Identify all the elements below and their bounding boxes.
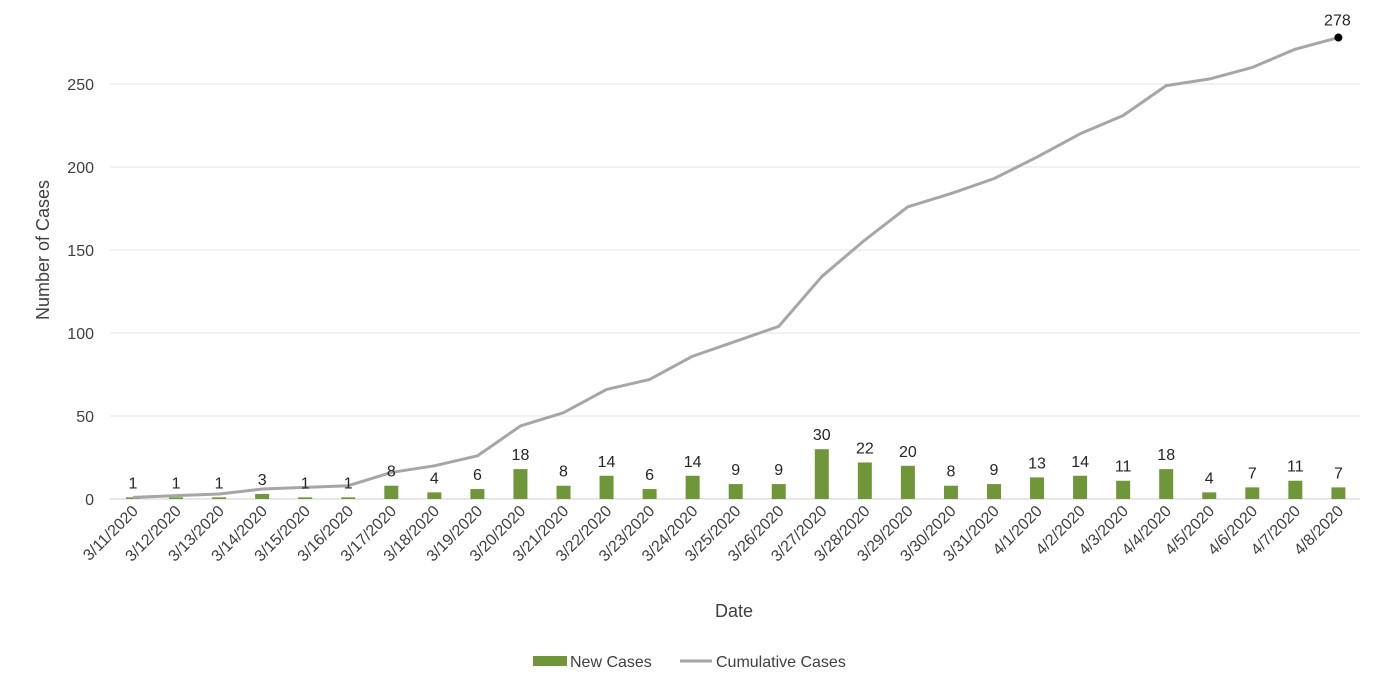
bar-new-cases bbox=[255, 494, 270, 499]
y-tick-label: 100 bbox=[67, 326, 94, 343]
bar-new-cases bbox=[298, 497, 313, 499]
y-tick-label: 50 bbox=[76, 409, 94, 426]
bar-data-label: 6 bbox=[473, 467, 482, 484]
bar-data-label: 14 bbox=[1071, 454, 1089, 471]
bar-data-label: 1 bbox=[215, 475, 224, 492]
bar-new-cases bbox=[341, 497, 356, 499]
y-tick-label: 200 bbox=[67, 160, 94, 177]
bar-data-label: 1 bbox=[344, 475, 353, 492]
bar-data-label: 30 bbox=[813, 427, 831, 444]
bar-data-label: 8 bbox=[387, 464, 396, 481]
gridlines bbox=[110, 83, 1360, 500]
bar-new-cases bbox=[1073, 475, 1088, 499]
bar-new-cases bbox=[1030, 477, 1045, 499]
bar-data-label: 3 bbox=[258, 472, 267, 489]
bar-new-cases bbox=[1288, 480, 1303, 499]
bar-data-label: 7 bbox=[1334, 465, 1343, 482]
x-axis-ticks: 3/11/20203/12/20203/13/20203/14/20203/15… bbox=[80, 503, 1347, 565]
bar-new-cases bbox=[169, 497, 184, 499]
bar-new-cases bbox=[987, 484, 1001, 499]
bar-data-label: 18 bbox=[512, 447, 530, 464]
bar-new-cases bbox=[1245, 487, 1260, 499]
y-tick-label: 0 bbox=[85, 492, 94, 509]
bar-data-label: 9 bbox=[731, 462, 740, 479]
bar-new-cases bbox=[427, 492, 442, 499]
legend-swatch-new-cases bbox=[533, 656, 567, 666]
bar-new-cases bbox=[513, 469, 528, 499]
bar-new-cases bbox=[556, 485, 571, 499]
y-axis-title: Number of Cases bbox=[33, 180, 53, 320]
x-axis-title: Date bbox=[715, 601, 753, 621]
bar-data-label: 4 bbox=[430, 470, 439, 487]
bar-data-label: 9 bbox=[990, 462, 999, 479]
bar-data-label: 8 bbox=[559, 464, 568, 481]
bar-data-label: 1 bbox=[129, 475, 138, 492]
bar-new-cases bbox=[470, 489, 485, 499]
bar-new-cases bbox=[1331, 487, 1346, 499]
bar-new-cases bbox=[1159, 469, 1174, 499]
legend-label-cumulative-cases: Cumulative Cases bbox=[716, 654, 846, 671]
bar-data-label: 20 bbox=[899, 444, 917, 461]
bar-data-label: 6 bbox=[645, 467, 654, 484]
bar-data-label: 11 bbox=[1115, 459, 1132, 476]
y-tick-label: 150 bbox=[67, 243, 94, 260]
bar-data-label: 14 bbox=[684, 454, 702, 471]
bar-new-cases bbox=[384, 485, 399, 499]
y-axis-ticks: 0 50 100 150 200 250 bbox=[67, 77, 94, 509]
bar-new-cases bbox=[943, 485, 958, 499]
bar-new-cases bbox=[857, 462, 872, 499]
bar-data-label: 4 bbox=[1205, 470, 1214, 487]
bar-new-cases bbox=[900, 465, 915, 499]
y-tick-label: 250 bbox=[67, 77, 94, 94]
bar-data-label: 13 bbox=[1028, 455, 1046, 472]
new-cases-bars bbox=[126, 449, 1346, 499]
bar-data-label: 1 bbox=[172, 475, 181, 492]
bar-new-cases bbox=[1202, 492, 1217, 499]
bar-new-cases bbox=[1116, 480, 1131, 499]
cumulative-cases-line bbox=[132, 36, 1339, 499]
bar-data-label: 11 bbox=[1287, 459, 1304, 476]
cumulative-end-marker bbox=[1334, 33, 1343, 42]
bar-data-label: 8 bbox=[946, 464, 955, 481]
bar-data-label: 14 bbox=[598, 454, 616, 471]
bar-new-cases bbox=[771, 484, 786, 499]
cumulative-cases-line-group bbox=[132, 33, 1343, 499]
bar-data-label: 9 bbox=[774, 462, 783, 479]
bar-new-cases bbox=[642, 489, 657, 499]
bar-data-label: 18 bbox=[1157, 447, 1175, 464]
bar-new-cases bbox=[814, 449, 829, 499]
bar-new-cases bbox=[599, 475, 614, 499]
bar-new-cases bbox=[212, 497, 227, 499]
legend: New Cases Cumulative Cases bbox=[533, 654, 846, 671]
bar-data-label: 22 bbox=[856, 440, 874, 457]
bar-data-label: 1 bbox=[301, 475, 310, 492]
bar-new-cases bbox=[685, 475, 700, 499]
bar-new-cases bbox=[728, 484, 743, 499]
bar-data-label: 7 bbox=[1248, 465, 1257, 482]
bar-new-cases bbox=[126, 497, 140, 499]
legend-label-new-cases: New Cases bbox=[570, 654, 652, 671]
cumulative-end-label: 278 bbox=[1324, 13, 1351, 30]
